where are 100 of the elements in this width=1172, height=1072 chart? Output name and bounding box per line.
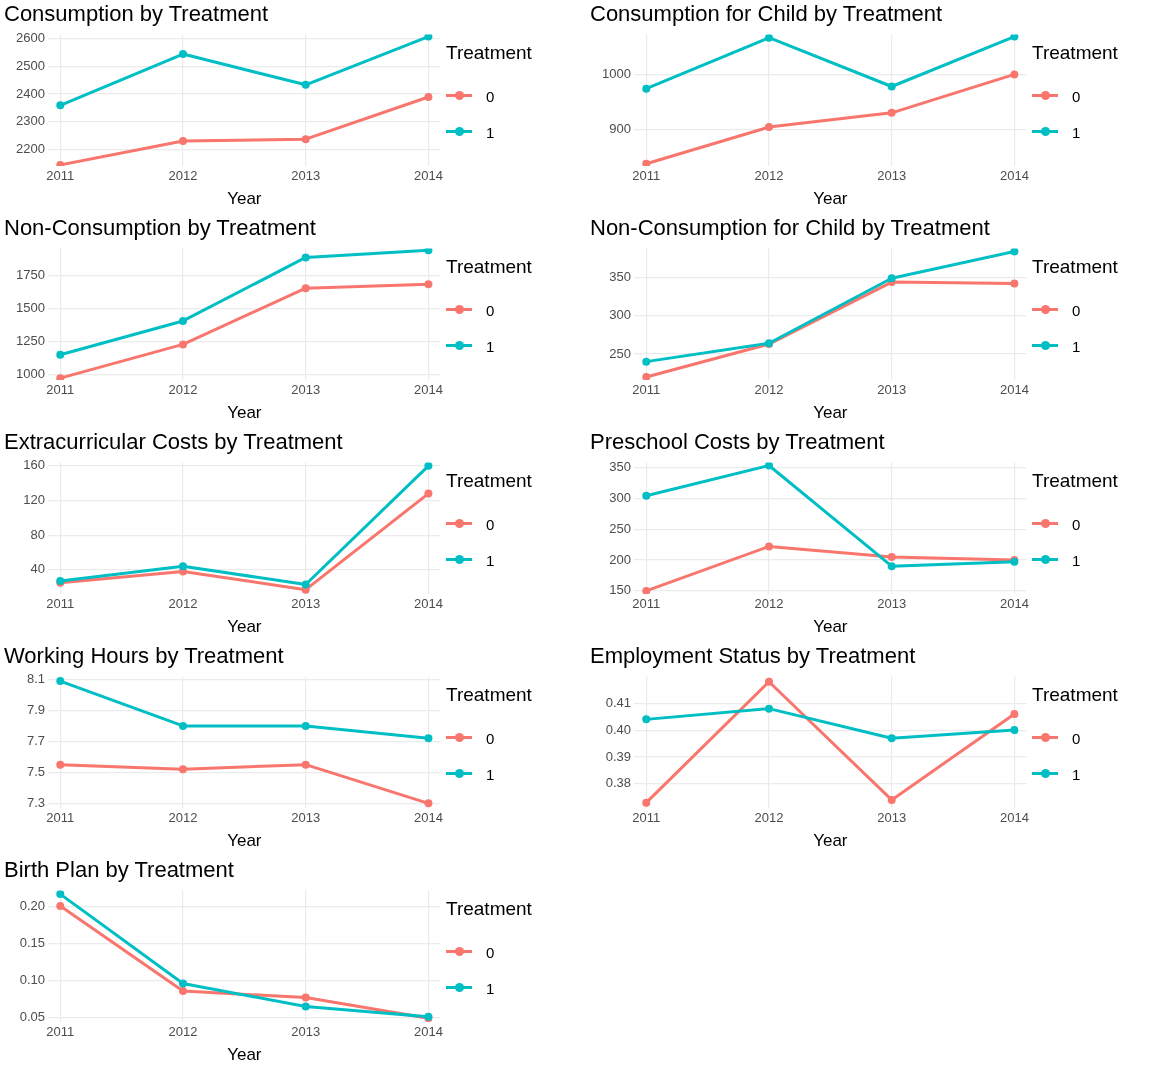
point	[764, 704, 773, 713]
x-tick-label: 2012	[754, 382, 784, 398]
x-tick-label: 2011	[632, 810, 661, 826]
legend-label: 1	[486, 551, 495, 569]
x-tick-label: 2013	[291, 810, 321, 826]
point	[178, 50, 187, 59]
legend-title: Treatment	[446, 42, 533, 64]
x-axis-title: Year	[227, 189, 262, 209]
y-tick-label: 200	[609, 551, 631, 567]
x-tick-label: 2012	[754, 810, 784, 826]
x-tick-label: 2012	[754, 596, 784, 612]
x-axis-title: Year	[813, 831, 848, 851]
y-tick-label: 900	[609, 120, 631, 136]
legend-label: 0	[1072, 515, 1081, 533]
y-tick-label: 0.05	[19, 1009, 45, 1025]
point	[56, 677, 65, 686]
x-tick-label: 2011	[46, 1024, 75, 1040]
x-tick-label: 2011	[632, 168, 661, 184]
y-tick-label: 350	[609, 458, 631, 474]
x-tick-label: 2011	[46, 596, 75, 612]
y-tick-label: 8.1	[26, 671, 45, 687]
legend-title: Treatment	[1032, 42, 1119, 64]
x-axis-title: Year	[227, 1045, 262, 1065]
chart-title: Preschool Costs by Treatment	[590, 429, 885, 455]
point	[642, 372, 651, 380]
x-tick-label: 2014	[999, 810, 1029, 826]
y-tick-label: 7.3	[26, 794, 45, 810]
point	[642, 357, 651, 366]
y-tick-label: 2300	[16, 113, 45, 129]
y-tick-label: 40	[30, 561, 45, 577]
y-tick-label: 7.5	[26, 763, 45, 779]
y-tick-label: 2400	[16, 85, 45, 101]
point	[1010, 248, 1019, 256]
point	[424, 462, 433, 470]
y-tick-label: 7.9	[26, 702, 45, 718]
x-axis-title: Year	[813, 403, 848, 423]
legend-label: 0	[1072, 87, 1081, 105]
legend-label: 1	[1072, 765, 1081, 783]
x-tick-label: 2013	[877, 596, 907, 612]
chart-title: Birth Plan by Treatment	[4, 857, 234, 883]
x-tick-label: 2014	[413, 382, 443, 398]
y-tick-label: 1500	[16, 300, 45, 316]
legend-label: 1	[486, 123, 495, 141]
legend-label: 0	[1072, 301, 1081, 319]
y-tick-label: 1000	[602, 66, 631, 82]
legend-title: Treatment	[446, 256, 533, 278]
x-axis-title: Year	[227, 403, 262, 423]
y-tick-label: 250	[609, 345, 631, 361]
point	[178, 562, 187, 571]
x-tick-label: 2013	[291, 382, 321, 398]
legend-label: 1	[1072, 551, 1081, 569]
point	[301, 760, 310, 769]
chart-title: Non-Consumption by Treatment	[4, 215, 316, 241]
point	[887, 562, 896, 571]
legend-title: Treatment	[446, 684, 533, 706]
x-tick-label: 2012	[168, 596, 198, 612]
y-tick-label: 350	[609, 269, 631, 285]
point	[1010, 34, 1019, 41]
x-tick-label: 2014	[999, 168, 1029, 184]
x-tick-label: 2014	[413, 596, 443, 612]
y-tick-label: 0.20	[19, 898, 45, 914]
y-tick-label: 1750	[16, 267, 45, 283]
x-tick-label: 2013	[877, 168, 907, 184]
point	[764, 34, 773, 42]
point	[887, 734, 896, 743]
x-axis-title: Year	[813, 189, 848, 209]
legend-title: Treatment	[446, 898, 533, 920]
point	[301, 135, 310, 144]
point	[642, 715, 651, 724]
x-tick-label: 2011	[46, 382, 75, 398]
point	[424, 734, 433, 743]
point	[887, 795, 896, 804]
legend-label: 0	[486, 301, 495, 319]
y-tick-label: 7.7	[26, 733, 45, 748]
x-tick-label: 2013	[291, 168, 321, 184]
x-tick-label: 2011	[46, 168, 75, 184]
x-tick-label: 2012	[168, 168, 198, 184]
point	[642, 84, 651, 93]
legend-title: Treatment	[1032, 684, 1119, 706]
legend-label: 0	[1072, 729, 1081, 747]
point	[887, 552, 896, 561]
point	[56, 350, 65, 359]
point	[178, 986, 187, 995]
point	[642, 798, 651, 807]
x-tick-label: 2012	[168, 1024, 198, 1040]
x-tick-label: 2014	[999, 382, 1029, 398]
legend-label: 0	[486, 729, 495, 747]
x-tick-label: 2014	[413, 168, 443, 184]
point	[642, 491, 651, 500]
point	[56, 901, 65, 910]
point	[178, 340, 187, 349]
x-tick-label: 2011	[632, 382, 661, 398]
legend-label: 1	[1072, 337, 1081, 355]
point	[56, 890, 65, 899]
point	[642, 159, 651, 166]
x-tick-label: 2013	[877, 810, 907, 826]
x-tick-label: 2012	[168, 382, 198, 398]
chart-title: Employment Status by Treatment	[590, 643, 916, 669]
point	[301, 1002, 310, 1011]
point	[764, 462, 773, 470]
